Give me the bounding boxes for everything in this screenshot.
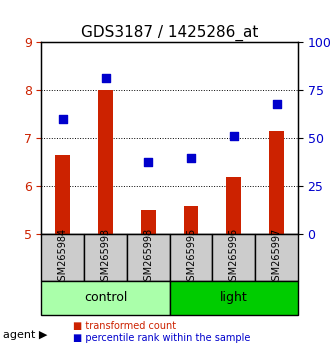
FancyBboxPatch shape (41, 234, 84, 280)
Text: GSM265997: GSM265997 (271, 228, 282, 287)
Text: GSM265996: GSM265996 (229, 228, 239, 287)
Bar (98, 91, 113, 234)
Point (274, 101, 279, 107)
Bar (55, 155, 70, 234)
Bar (226, 177, 241, 234)
FancyBboxPatch shape (169, 280, 298, 315)
Point (60, 116, 66, 122)
Text: agent ▶: agent ▶ (3, 330, 48, 339)
Text: GSM265995: GSM265995 (186, 228, 196, 287)
Point (231, 133, 236, 139)
FancyBboxPatch shape (169, 234, 213, 280)
Bar (269, 131, 284, 234)
Point (188, 155, 194, 160)
FancyBboxPatch shape (41, 280, 169, 315)
Text: GSM265993: GSM265993 (101, 228, 111, 287)
FancyBboxPatch shape (84, 234, 127, 280)
Text: GSM265998: GSM265998 (143, 228, 153, 287)
Point (103, 76, 108, 81)
Bar (141, 210, 156, 234)
Text: ■ percentile rank within the sample: ■ percentile rank within the sample (73, 333, 250, 343)
FancyBboxPatch shape (255, 234, 298, 280)
Title: GDS3187 / 1425286_at: GDS3187 / 1425286_at (81, 25, 258, 41)
Text: ■ transformed count: ■ transformed count (73, 321, 176, 331)
Text: light: light (220, 291, 248, 304)
Bar (183, 206, 199, 234)
Text: control: control (84, 291, 127, 304)
FancyBboxPatch shape (127, 234, 169, 280)
Text: GSM265984: GSM265984 (58, 228, 68, 287)
FancyBboxPatch shape (213, 234, 255, 280)
Point (146, 160, 151, 165)
